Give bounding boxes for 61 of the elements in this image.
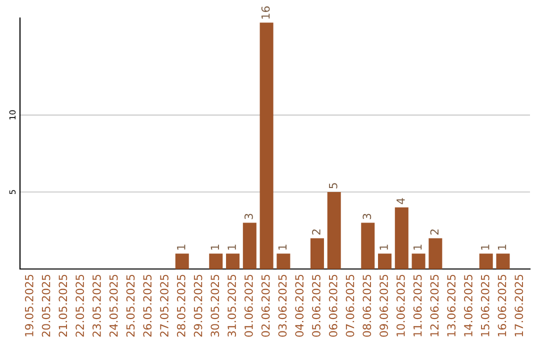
x-tick-label: 28.05.2025 xyxy=(176,274,186,337)
bar xyxy=(209,254,223,269)
bar xyxy=(327,192,341,269)
x-tick-label: 22.05.2025 xyxy=(76,274,84,337)
x-tick-label: 25.05.2025 xyxy=(126,274,135,337)
x-tick-label: 27.05.2025 xyxy=(160,274,168,337)
y-tick-label: 10 xyxy=(9,110,16,120)
data-label: 1 xyxy=(278,244,287,250)
x-tick-label: 21.05.2025 xyxy=(58,274,68,337)
bar xyxy=(394,207,408,269)
x-tick-label: 14.06.2025 xyxy=(464,274,472,336)
x-tick-label: 09.06.2025 xyxy=(380,274,388,337)
data-label: 3 xyxy=(244,214,253,220)
x-tick-label: 20.05.2025 xyxy=(42,274,50,337)
x-tick-label: 03.06.2025 xyxy=(278,274,287,337)
bar xyxy=(412,254,426,269)
data-label: 16 xyxy=(261,6,270,19)
x-tick-label: 04.06.2025 xyxy=(295,274,304,337)
data-label: 1 xyxy=(414,244,422,250)
x-tick-label: 15.06.2025 xyxy=(480,274,490,336)
x-tick-label: 26.05.2025 xyxy=(143,274,152,337)
data-label: 1 xyxy=(380,244,388,250)
bar xyxy=(496,254,510,269)
x-tick-label: 29.05.2025 xyxy=(194,274,202,337)
x-tick-label: 05.06.2025 xyxy=(312,274,320,337)
data-label: 1 xyxy=(498,244,506,250)
data-label: 2 xyxy=(430,229,438,235)
x-tick-label: 30.05.2025 xyxy=(210,274,220,337)
data-label: 1 xyxy=(177,244,186,250)
x-tick-label: 12.06.2025 xyxy=(430,274,439,336)
x-tick-label: 07.06.2025 xyxy=(346,274,354,337)
bar xyxy=(378,254,392,269)
x-tick-label: 10.06.2025 xyxy=(396,274,405,336)
x-tick-label: 24.05.2025 xyxy=(109,274,118,337)
bar xyxy=(260,22,274,269)
x-tick-label: 06.06.2025 xyxy=(328,274,338,337)
x-tick-label: 01.06.2025 xyxy=(244,274,253,337)
bar xyxy=(479,254,493,269)
data-label: 2 xyxy=(312,229,320,235)
x-tick-label: 02.06.2025 xyxy=(261,274,270,337)
bar xyxy=(175,254,189,269)
bar xyxy=(361,222,375,269)
data-label: 3 xyxy=(362,214,372,220)
data-label: 5 xyxy=(329,183,338,188)
x-tick-label: 23.05.2025 xyxy=(92,274,101,337)
bar xyxy=(276,254,290,269)
data-label: 4 xyxy=(396,198,405,204)
x-tick-label: 13.06.2025 xyxy=(447,274,456,336)
x-tick-label: 16.06.2025 xyxy=(498,274,506,336)
bar xyxy=(310,238,324,269)
bar xyxy=(226,254,240,269)
x-tick-label: 11.06.2025 xyxy=(413,274,422,336)
x-tick-label: 08.06.2025 xyxy=(362,274,372,337)
data-label: 1 xyxy=(228,244,236,250)
x-tick-label: 17.06.2025 xyxy=(514,274,524,336)
data-label: 1 xyxy=(210,244,219,250)
bar xyxy=(242,222,256,269)
x-tick-label: 31.05.2025 xyxy=(228,274,236,337)
bar xyxy=(428,238,442,269)
x-tick-label: 19.05.2025 xyxy=(24,274,34,336)
data-label: 1 xyxy=(481,244,490,250)
